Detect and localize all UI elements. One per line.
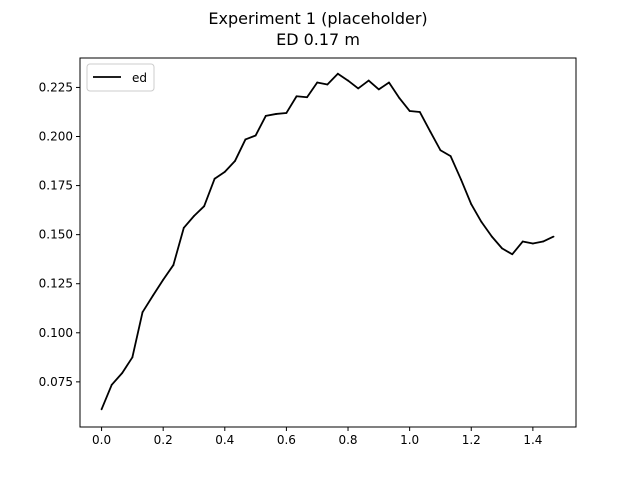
data-point xyxy=(234,160,236,162)
x-tick-label: 0.4 xyxy=(215,433,234,447)
y-tick-label: 0.225 xyxy=(39,80,73,94)
plot-frame xyxy=(79,57,577,428)
data-point xyxy=(460,178,462,181)
data-point xyxy=(306,96,308,99)
data-point xyxy=(367,79,370,82)
data-point xyxy=(388,81,390,84)
data-point xyxy=(316,81,319,84)
data-point xyxy=(285,112,288,114)
data-point xyxy=(326,83,329,86)
data-point xyxy=(162,278,165,281)
data-point xyxy=(141,311,144,314)
data-point xyxy=(501,247,503,250)
data-point xyxy=(203,205,206,208)
y-tick-label: 0.200 xyxy=(39,130,73,144)
data-point xyxy=(110,383,113,386)
data-point xyxy=(275,113,278,115)
x-tick-label: 0.6 xyxy=(277,433,296,447)
data-point xyxy=(254,134,257,137)
data-point xyxy=(521,240,524,243)
x-tick-label: 0.8 xyxy=(338,433,357,447)
data-point xyxy=(193,215,195,217)
data-point xyxy=(172,264,175,266)
data-point xyxy=(213,177,216,180)
data-point xyxy=(418,111,421,113)
x-axis: 0.0 0.2 0.4 0.6 0.8 1.0 1.2 1.4 xyxy=(92,427,542,447)
y-tick-label: 0.150 xyxy=(39,228,73,242)
data-point xyxy=(336,72,339,75)
data-point xyxy=(490,235,493,238)
data-point xyxy=(357,87,360,90)
data-point xyxy=(295,95,298,98)
x-tick-label: 0.0 xyxy=(92,433,111,447)
chart-title: Experiment 1 (placeholder) xyxy=(208,9,427,28)
y-tick-label: 0.075 xyxy=(39,375,73,389)
data-point xyxy=(449,155,452,158)
x-tick-label: 0.2 xyxy=(154,433,173,447)
legend: ed xyxy=(86,63,155,92)
data-point xyxy=(542,240,544,243)
x-tick-label: 1.2 xyxy=(462,433,481,447)
data-point xyxy=(377,88,380,91)
y-axis: 0.075 0.100 0.125 0.150 0.175 0.200 0.225 xyxy=(39,80,80,389)
data-point xyxy=(347,79,349,82)
data-point xyxy=(223,170,226,173)
data-point xyxy=(244,138,247,141)
data-point xyxy=(121,372,124,374)
data-point xyxy=(264,115,267,117)
y-tick-label: 0.100 xyxy=(39,326,73,340)
chart-subtitle: ED 0.17 m xyxy=(276,30,360,49)
x-tick-label: 1.0 xyxy=(400,433,419,447)
y-tick-label: 0.175 xyxy=(39,179,73,193)
data-point xyxy=(552,235,555,238)
y-tick-label: 0.125 xyxy=(39,277,73,291)
series-group xyxy=(100,72,555,411)
data-point xyxy=(408,110,411,112)
data-point xyxy=(100,408,103,411)
data-point xyxy=(398,97,401,100)
data-point xyxy=(480,220,483,223)
data-point xyxy=(511,253,514,256)
data-point xyxy=(439,149,442,152)
data-point xyxy=(470,203,473,206)
data-point xyxy=(152,294,154,297)
data-point xyxy=(429,130,432,133)
data-point xyxy=(182,226,185,229)
data-point xyxy=(131,356,134,359)
x-tick-label: 1.4 xyxy=(523,433,542,447)
legend-label-ed: ed xyxy=(132,71,147,85)
data-point xyxy=(531,242,534,245)
